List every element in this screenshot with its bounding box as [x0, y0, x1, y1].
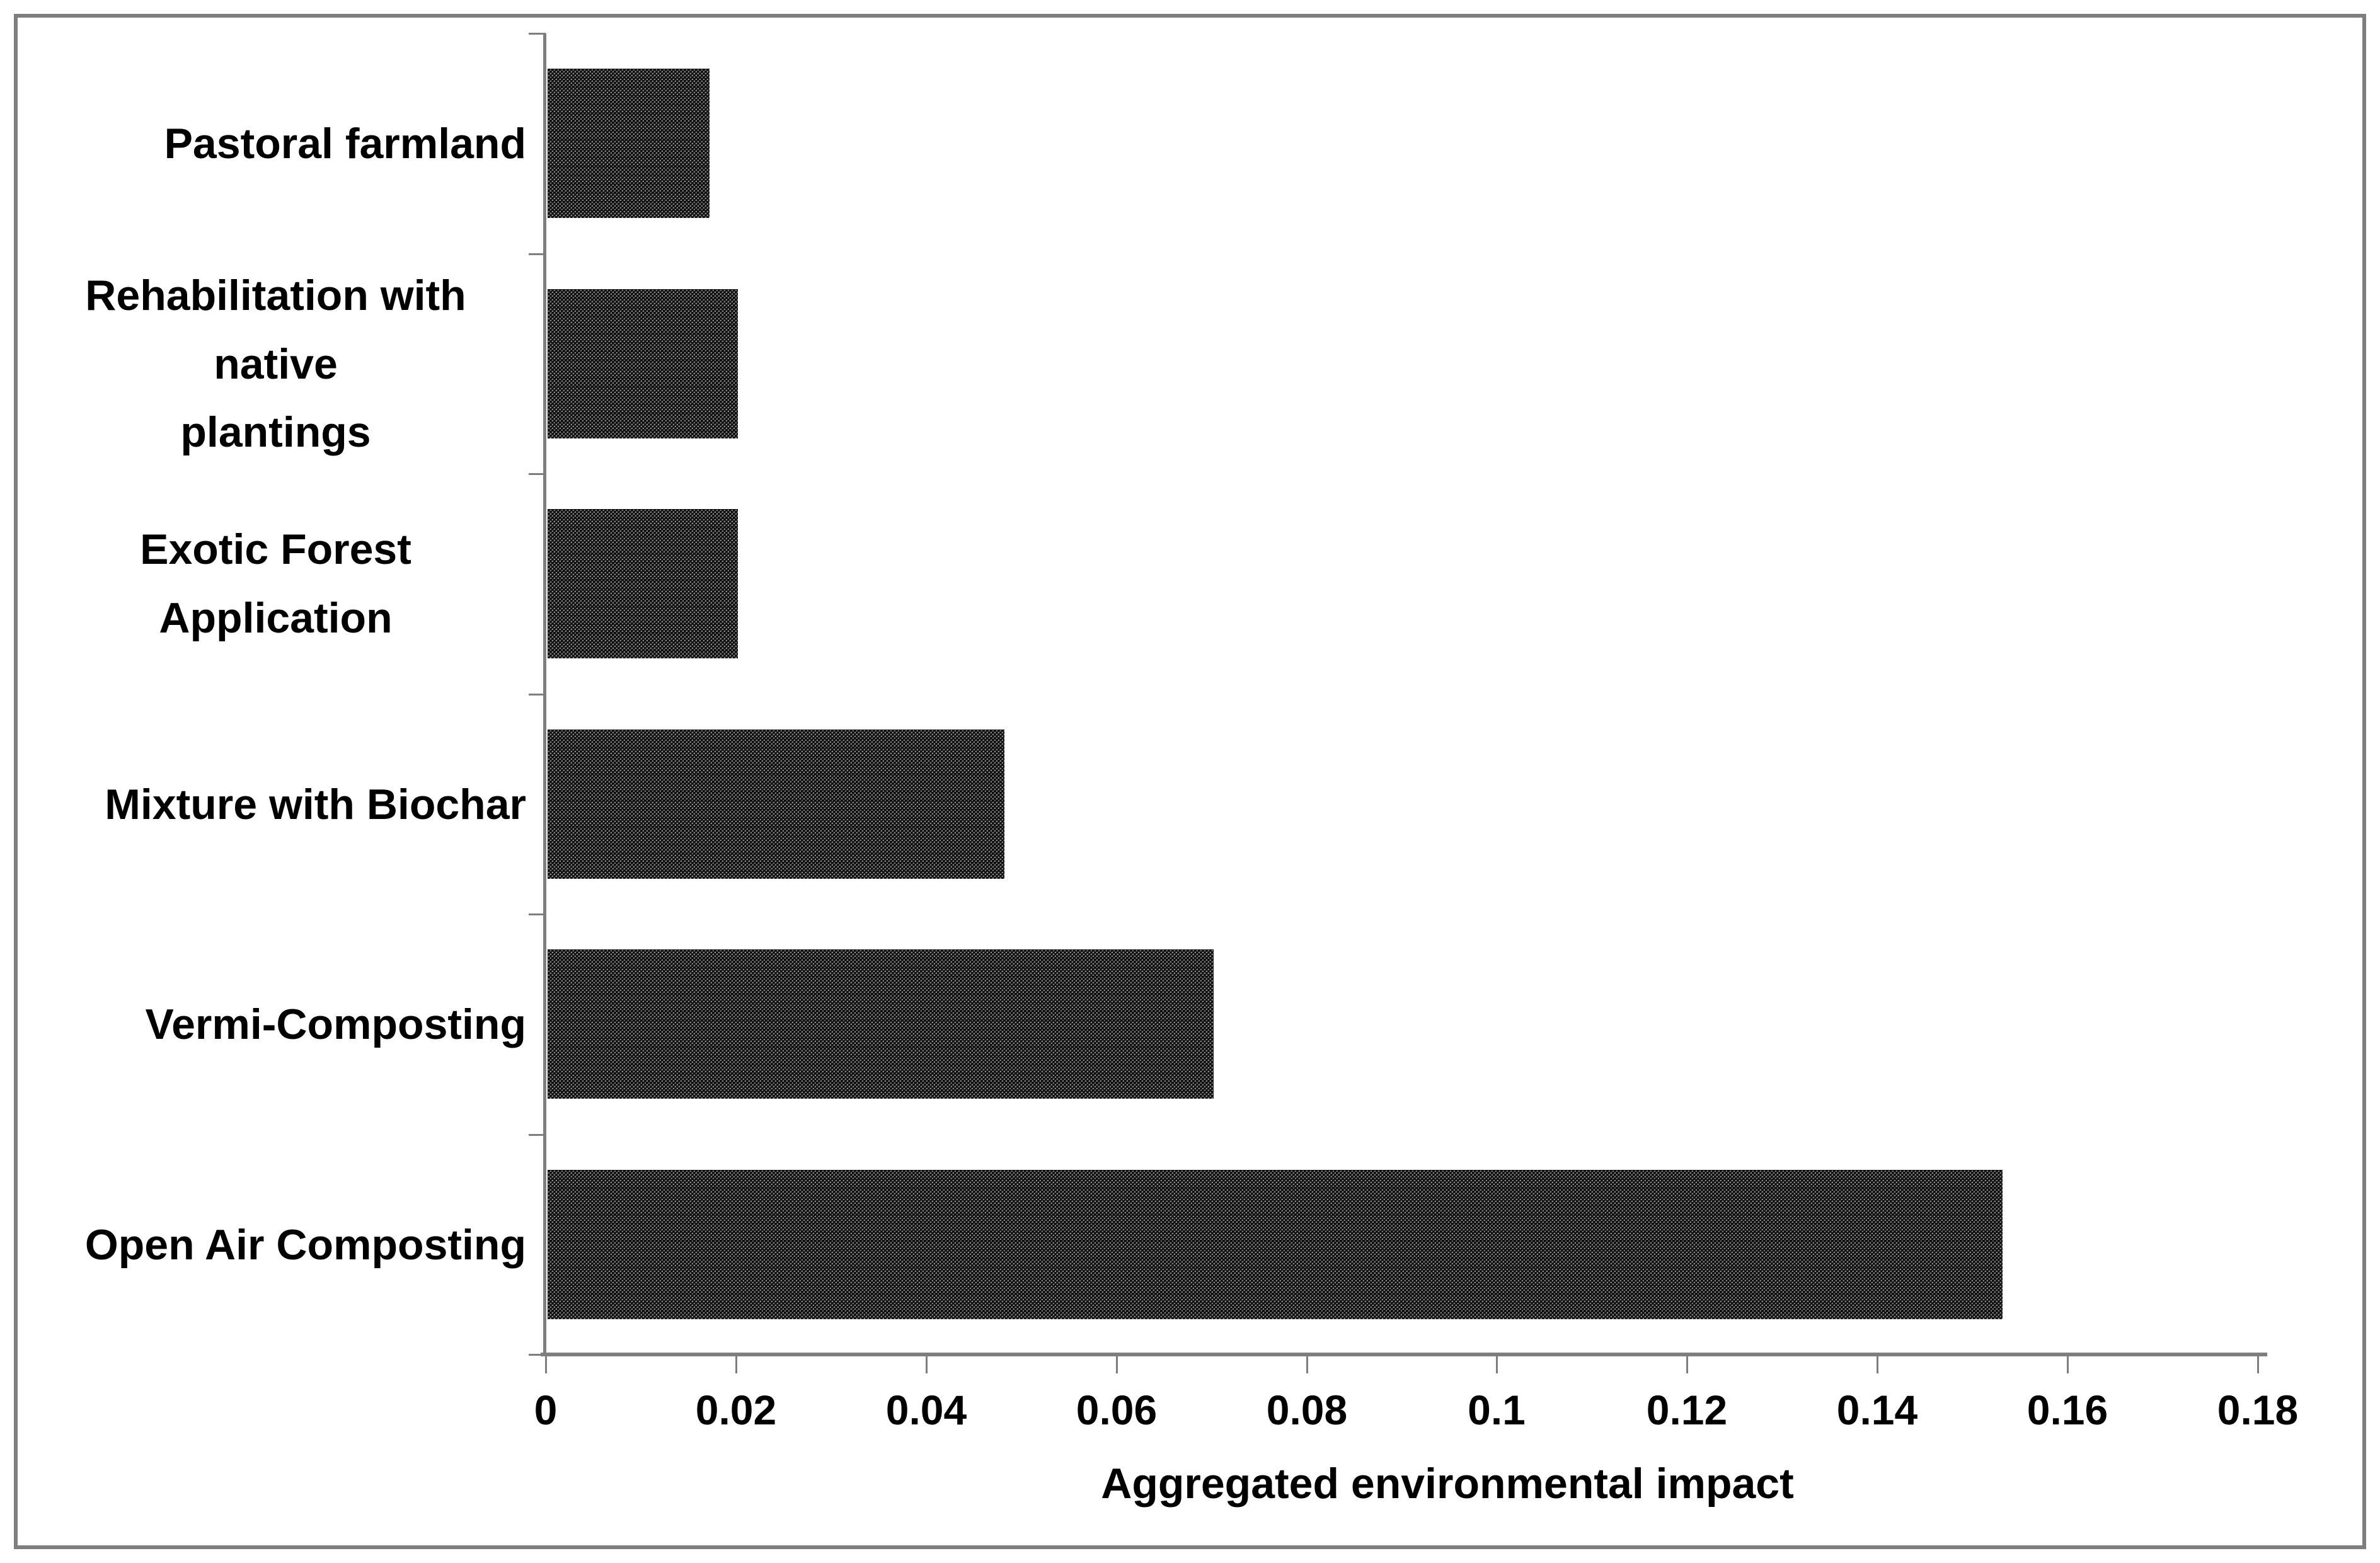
x-tick-label-0.08: 0.08	[1266, 1387, 1348, 1433]
bar-exotic-forest-application	[548, 509, 738, 658]
bar-vermi-composting	[548, 949, 1214, 1099]
x-tick-mark-0.02	[735, 1356, 737, 1373]
y-tick-mark-0	[529, 33, 546, 35]
x-tick-mark-0.08	[1306, 1356, 1308, 1373]
x-tick-label-0.16: 0.16	[2026, 1387, 2108, 1433]
bar-pastoral-farmland	[548, 69, 710, 218]
x-tick-label-0.1: 0.1	[1468, 1387, 1526, 1433]
category-label-pastoral-farmland: Pastoral farmland	[25, 33, 526, 254]
x-tick-label-0.02: 0.02	[695, 1387, 777, 1433]
y-tick-mark-4	[529, 913, 546, 915]
x-axis-title: Aggregated environmental impact	[1101, 1460, 1794, 1508]
x-tick-mark-0.18	[2257, 1356, 2259, 1373]
x-tick-label-0: 0	[534, 1387, 558, 1433]
category-label-text: Pastoral farmland	[164, 119, 526, 168]
category-label-text: Mixture with Biochar	[105, 780, 526, 828]
category-label-text: Exotic Forest Application	[140, 525, 411, 642]
x-tick-mark-0.04	[926, 1356, 928, 1373]
y-tick-mark-1	[529, 253, 546, 255]
x-tick-mark-0.12	[1686, 1356, 1688, 1373]
x-tick-mark-0.14	[1877, 1356, 1878, 1373]
y-tick-mark-6	[529, 1354, 546, 1356]
figure-border	[14, 14, 2366, 1549]
bar-rehabilitation-with-native-plantings	[548, 289, 738, 438]
category-label-mixture-with-biochar: Mixture with Biochar	[25, 694, 526, 915]
y-tick-mark-5	[529, 1134, 546, 1136]
category-label-text: Vermi-Composting	[145, 1000, 527, 1048]
y-tick-mark-2	[529, 473, 546, 475]
category-label-exotic-forest-application: Exotic Forest Application	[25, 474, 526, 694]
category-label-text: Open Air Composting	[84, 1220, 526, 1269]
y-tick-mark-3	[529, 694, 546, 696]
category-label-text: Rehabilitation with native plantings	[85, 271, 466, 457]
x-tick-mark-0.16	[2067, 1356, 2069, 1373]
x-tick-label-0.06: 0.06	[1076, 1387, 1158, 1433]
x-tick-mark-0	[545, 1356, 547, 1373]
x-tick-label-0.14: 0.14	[1836, 1387, 1918, 1433]
x-tick-label-0.04: 0.04	[885, 1387, 967, 1433]
category-label-rehabilitation-with-native-plantings: Rehabilitation with native plantings	[25, 254, 526, 474]
bar-mixture-with-biochar	[548, 730, 1004, 879]
x-tick-label-0.12: 0.12	[1646, 1387, 1728, 1433]
bar-open-air-composting	[548, 1170, 2003, 1319]
x-tick-mark-0.1	[1496, 1356, 1498, 1373]
x-tick-mark-0.06	[1116, 1356, 1118, 1373]
x-tick-label-0.18: 0.18	[2217, 1387, 2299, 1433]
x-axis-line	[541, 1353, 2267, 1356]
category-label-vermi-composting: Vermi-Composting	[25, 914, 527, 1135]
category-label-open-air-composting: Open Air Composting	[25, 1135, 526, 1355]
